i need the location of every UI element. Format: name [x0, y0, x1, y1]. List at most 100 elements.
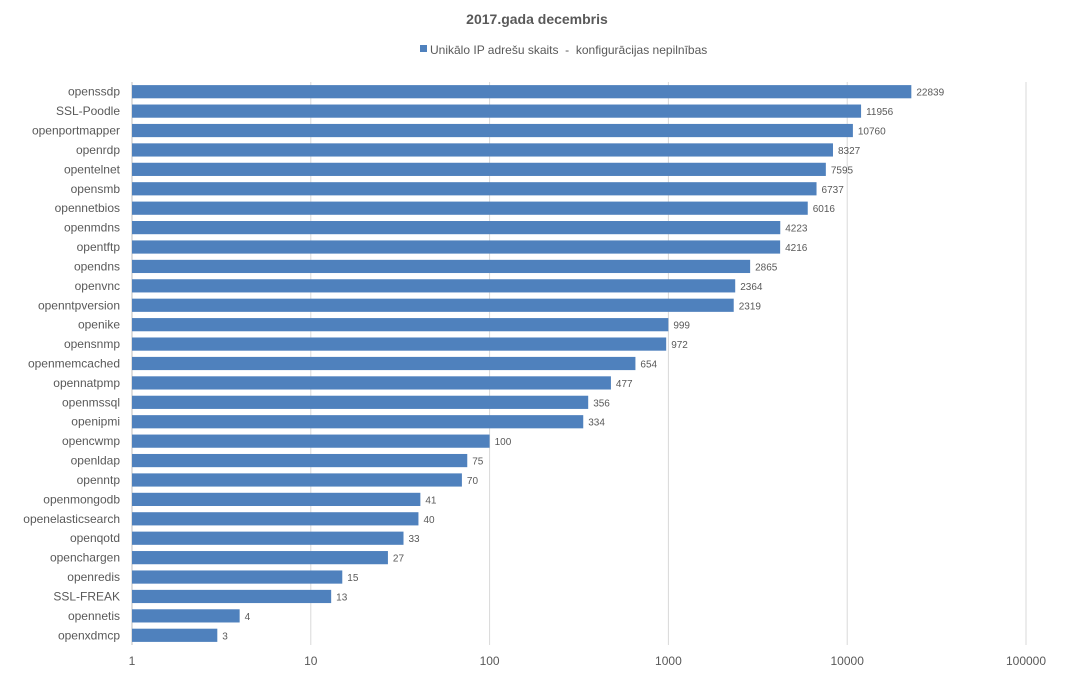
x-tick-label: 10000: [831, 654, 865, 668]
chart-title: 2017.gada decembris: [466, 11, 608, 27]
category-label: openntp: [77, 473, 121, 487]
data-label: 70: [467, 476, 479, 487]
bar: [132, 589, 332, 604]
data-label: 15: [347, 573, 359, 584]
category-label: openipmi: [71, 415, 120, 429]
category-label: openike: [78, 318, 120, 332]
data-label: 75: [472, 457, 484, 468]
category-label: opennetbios: [55, 201, 120, 215]
x-tick-label: 1: [129, 654, 136, 668]
category-label: opendns: [74, 259, 120, 273]
bar: [132, 123, 853, 138]
bar: [132, 609, 240, 623]
data-label: 41: [425, 495, 437, 506]
bar: [132, 162, 826, 176]
bar: [132, 356, 636, 371]
bar: [132, 628, 218, 642]
bar: [132, 337, 667, 351]
data-label: 100: [495, 437, 512, 448]
bar: [132, 201, 808, 215]
category-label: openelasticsearch: [23, 512, 120, 526]
bars: [132, 85, 912, 642]
data-label: 477: [616, 379, 633, 390]
category-label: openldap: [71, 454, 121, 468]
data-label: 2319: [739, 301, 762, 312]
data-label: 2364: [740, 282, 763, 293]
bar: [132, 240, 781, 254]
data-label: 27: [393, 554, 405, 565]
legend-swatch: [420, 45, 427, 52]
category-label: openredis: [67, 570, 120, 584]
x-tick-label: 100: [480, 654, 500, 668]
bar: [132, 570, 343, 584]
bar: [132, 318, 669, 332]
data-label: 2865: [755, 262, 778, 273]
category-label: opennetis: [68, 609, 120, 623]
data-label: 4216: [785, 243, 808, 254]
data-label: 33: [409, 534, 421, 545]
bar: [132, 512, 419, 526]
bar: [132, 395, 589, 409]
category-label: opensnmp: [64, 337, 120, 351]
data-label: 654: [640, 360, 657, 371]
bar: [132, 104, 862, 118]
data-label: 8327: [838, 146, 861, 157]
data-label: 356: [593, 398, 610, 409]
data-label: 4223: [785, 224, 808, 235]
category-label: openmongodb: [43, 492, 120, 506]
bar: [132, 221, 781, 235]
category-label: opensmb: [71, 182, 121, 196]
data-label: 6016: [813, 204, 836, 215]
category-labels: openssdp SSL-Poodle openportmapper openrdp o…: [23, 85, 120, 643]
category-label: opentftp: [77, 240, 121, 254]
bar: [132, 492, 421, 506]
bar: [132, 551, 388, 565]
data-label: 972: [671, 340, 688, 351]
bar: [132, 376, 611, 390]
data-label: 22839: [916, 88, 944, 99]
bar: [132, 453, 468, 468]
category-label: opencwmp: [62, 434, 120, 448]
data-label: 999: [673, 321, 690, 332]
x-tick-label: 100000: [1006, 654, 1046, 668]
category-label: SSL-FREAK: [53, 589, 120, 603]
data-label: 10760: [858, 127, 886, 138]
category-label: openntpversion: [38, 298, 120, 312]
bar: [132, 415, 584, 429]
category-label: openchargen: [50, 551, 120, 565]
data-label: 4: [245, 612, 251, 623]
x-tick-label: 10: [304, 654, 318, 668]
category-label: openmdns: [64, 221, 120, 235]
category-label: openrdp: [76, 143, 120, 157]
category-label: opennatpmp: [53, 376, 120, 390]
category-label: openmemcached: [28, 357, 120, 371]
x-tick-label: 1000: [655, 654, 682, 668]
data-label: 40: [423, 515, 435, 526]
bar: [132, 259, 751, 274]
bar: [132, 279, 736, 293]
category-label: openmssql: [62, 395, 120, 409]
legend: Unikālo IP adrešu skaits - konfigurācija…: [420, 43, 707, 57]
category-label: SSL-Poodle: [56, 104, 120, 118]
bar: [132, 434, 490, 448]
data-label: 334: [588, 418, 605, 429]
data-label: 13: [336, 592, 348, 603]
category-label: openxdmcp: [58, 628, 120, 642]
category-label: opentelnet: [64, 162, 121, 176]
bar: [132, 85, 912, 99]
bar: [132, 531, 404, 545]
bar: [132, 182, 817, 196]
category-label: openssdp: [68, 85, 120, 99]
legend-label: Unikālo IP adrešu skaits - konfigurācija…: [430, 43, 707, 57]
data-label: 11956: [866, 107, 894, 118]
data-label: 7595: [831, 165, 854, 176]
bar: [132, 473, 462, 487]
data-label: 3: [222, 631, 228, 642]
category-label: openqotd: [70, 531, 120, 545]
data-labels: 22839 11956 10760 8327 7595 6737 6016 4223 4216 2…: [222, 88, 944, 643]
category-label: openvnc: [75, 279, 120, 293]
data-label: 6737: [822, 185, 845, 196]
bar: [132, 298, 734, 312]
x-axis-tick-labels: 1 10 100 1000 10000 100000: [129, 654, 1047, 668]
